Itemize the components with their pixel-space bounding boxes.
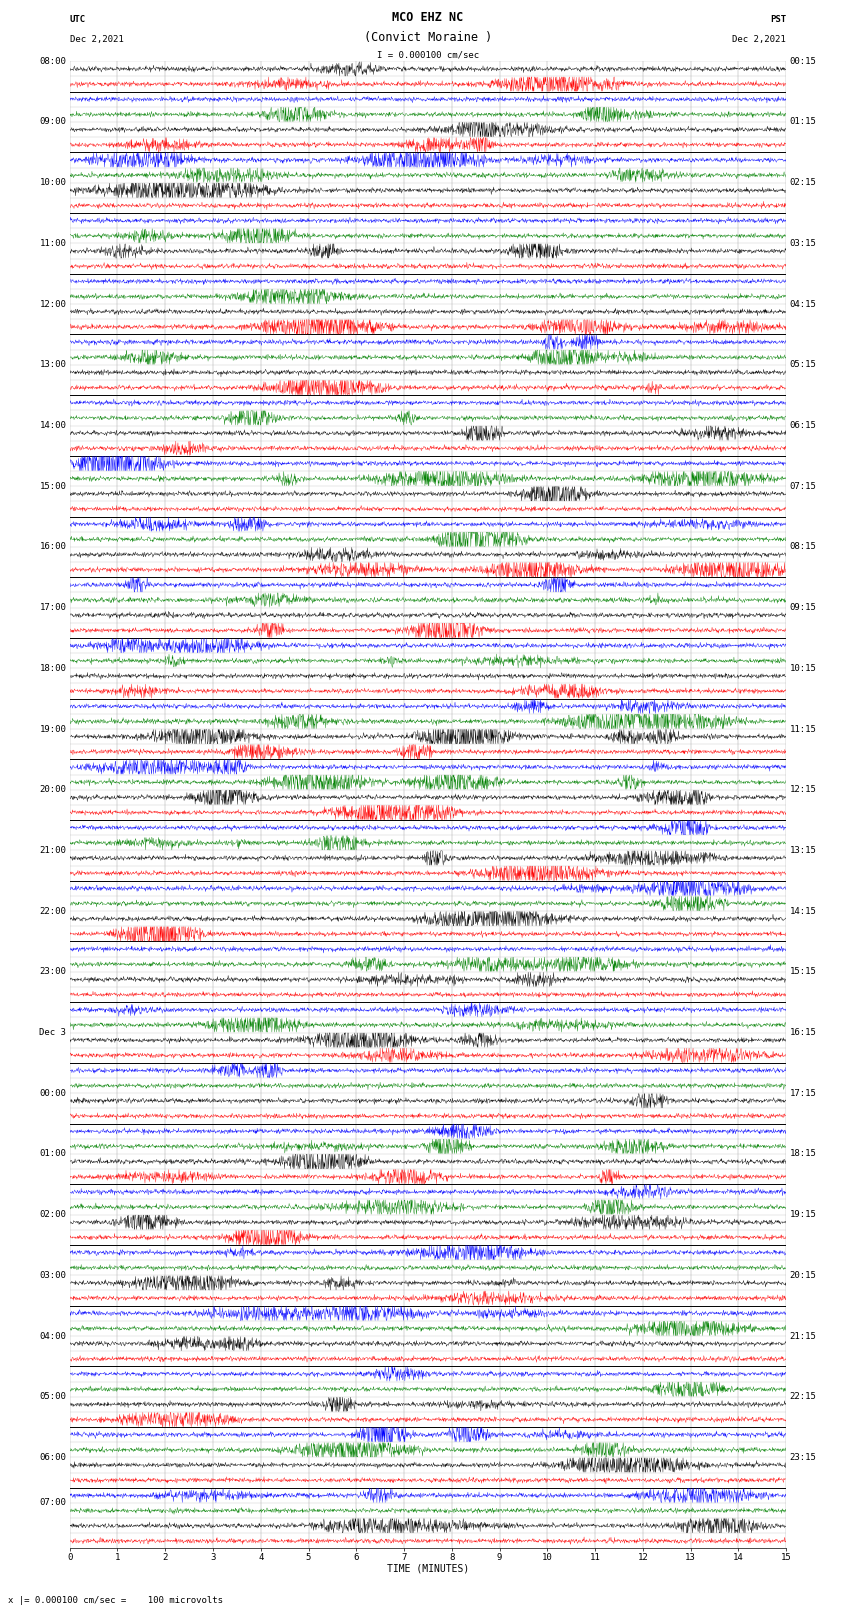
Text: 20:15: 20:15 bbox=[790, 1271, 817, 1279]
Text: 10:00: 10:00 bbox=[39, 177, 66, 187]
Text: 05:15: 05:15 bbox=[790, 360, 817, 369]
Text: MCO EHZ NC: MCO EHZ NC bbox=[393, 11, 463, 24]
Text: 23:00: 23:00 bbox=[39, 968, 66, 976]
Text: 03:00: 03:00 bbox=[39, 1271, 66, 1279]
Text: 17:15: 17:15 bbox=[790, 1089, 817, 1098]
Text: 13:15: 13:15 bbox=[790, 845, 817, 855]
Text: Dec 3: Dec 3 bbox=[39, 1027, 66, 1037]
Text: 09:00: 09:00 bbox=[39, 118, 66, 126]
Text: 06:00: 06:00 bbox=[39, 1453, 66, 1461]
Text: 15:15: 15:15 bbox=[790, 968, 817, 976]
Text: 18:00: 18:00 bbox=[39, 665, 66, 673]
Text: 00:15: 00:15 bbox=[790, 56, 817, 66]
Text: 00:00: 00:00 bbox=[39, 1089, 66, 1098]
Text: Dec 2,2021: Dec 2,2021 bbox=[70, 34, 123, 44]
Text: 01:15: 01:15 bbox=[790, 118, 817, 126]
Text: 22:15: 22:15 bbox=[790, 1392, 817, 1402]
Text: UTC: UTC bbox=[70, 15, 86, 24]
Text: 09:15: 09:15 bbox=[790, 603, 817, 611]
Text: 08:15: 08:15 bbox=[790, 542, 817, 552]
Text: 08:00: 08:00 bbox=[39, 56, 66, 66]
Text: Dec 2,2021: Dec 2,2021 bbox=[733, 34, 786, 44]
Text: 10:15: 10:15 bbox=[790, 665, 817, 673]
Text: x |= 0.000100 cm/sec =    100 microvolts: x |= 0.000100 cm/sec = 100 microvolts bbox=[8, 1595, 224, 1605]
Text: 20:00: 20:00 bbox=[39, 786, 66, 794]
Text: 18:15: 18:15 bbox=[790, 1150, 817, 1158]
Text: 17:00: 17:00 bbox=[39, 603, 66, 611]
Text: 14:00: 14:00 bbox=[39, 421, 66, 431]
Text: 06:15: 06:15 bbox=[790, 421, 817, 431]
Text: 16:15: 16:15 bbox=[790, 1027, 817, 1037]
Text: 11:15: 11:15 bbox=[790, 724, 817, 734]
Text: 21:00: 21:00 bbox=[39, 845, 66, 855]
Text: 04:00: 04:00 bbox=[39, 1331, 66, 1340]
Text: 05:00: 05:00 bbox=[39, 1392, 66, 1402]
Text: 14:15: 14:15 bbox=[790, 907, 817, 916]
Text: 21:15: 21:15 bbox=[790, 1331, 817, 1340]
Text: 04:15: 04:15 bbox=[790, 300, 817, 308]
Text: 23:15: 23:15 bbox=[790, 1453, 817, 1461]
Text: 13:00: 13:00 bbox=[39, 360, 66, 369]
Text: 11:00: 11:00 bbox=[39, 239, 66, 248]
Text: 01:00: 01:00 bbox=[39, 1150, 66, 1158]
Text: 03:15: 03:15 bbox=[790, 239, 817, 248]
Text: I = 0.000100 cm/sec: I = 0.000100 cm/sec bbox=[377, 50, 479, 60]
Text: 19:15: 19:15 bbox=[790, 1210, 817, 1219]
X-axis label: TIME (MINUTES): TIME (MINUTES) bbox=[387, 1563, 469, 1573]
Text: 19:00: 19:00 bbox=[39, 724, 66, 734]
Text: 15:00: 15:00 bbox=[39, 482, 66, 490]
Text: (Convict Moraine ): (Convict Moraine ) bbox=[364, 31, 492, 44]
Text: 02:00: 02:00 bbox=[39, 1210, 66, 1219]
Text: 12:15: 12:15 bbox=[790, 786, 817, 794]
Text: 07:00: 07:00 bbox=[39, 1498, 66, 1508]
Text: 12:00: 12:00 bbox=[39, 300, 66, 308]
Text: PST: PST bbox=[770, 15, 786, 24]
Text: 07:15: 07:15 bbox=[790, 482, 817, 490]
Text: 22:00: 22:00 bbox=[39, 907, 66, 916]
Text: 02:15: 02:15 bbox=[790, 177, 817, 187]
Text: 16:00: 16:00 bbox=[39, 542, 66, 552]
